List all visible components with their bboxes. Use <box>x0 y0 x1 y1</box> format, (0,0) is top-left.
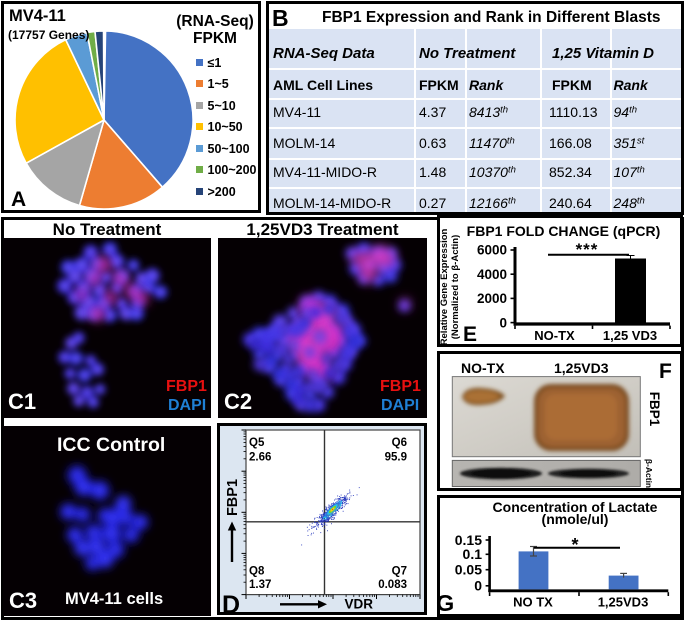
svg-text:(Normalized to β-Actin): (Normalized to β-Actin) <box>450 235 461 340</box>
svg-text:6000: 6000 <box>477 243 507 258</box>
svg-text:Relative Gene Expression: Relative Gene Expression <box>439 228 450 345</box>
svg-text:Q8: Q8 <box>249 566 265 578</box>
svg-text:VDR: VDR <box>345 597 374 612</box>
svg-text:NO-TX: NO-TX <box>534 328 575 343</box>
svg-text:0.083: 0.083 <box>378 579 407 591</box>
svg-text:0.1: 0.1 <box>463 546 483 562</box>
svg-text:FBP1: FBP1 <box>647 392 662 427</box>
svg-text:0.15: 0.15 <box>455 532 482 548</box>
svg-text:95.9: 95.9 <box>385 452 407 464</box>
svg-text:0: 0 <box>499 315 507 330</box>
svg-text:0.05: 0.05 <box>455 562 482 578</box>
svg-text:1,25VD3: 1,25VD3 <box>598 595 649 610</box>
svg-text:β-Actin: β-Actin <box>644 459 654 488</box>
svg-text:2000: 2000 <box>477 291 507 306</box>
svg-text:Q7: Q7 <box>392 566 407 578</box>
svg-text:*: * <box>571 535 578 555</box>
svg-text:NO TX: NO TX <box>513 595 553 610</box>
svg-text:1.37: 1.37 <box>249 579 271 591</box>
svg-text:0: 0 <box>474 578 482 594</box>
svg-text:FBP1: FBP1 <box>225 479 241 516</box>
svg-text:***: *** <box>576 240 599 259</box>
svg-text:Q5: Q5 <box>249 437 265 449</box>
svg-text:4000: 4000 <box>477 267 507 282</box>
svg-text:2.66: 2.66 <box>249 452 271 464</box>
svg-text:Q6: Q6 <box>392 437 407 449</box>
svg-text:1,25 VD3: 1,25 VD3 <box>603 328 657 343</box>
